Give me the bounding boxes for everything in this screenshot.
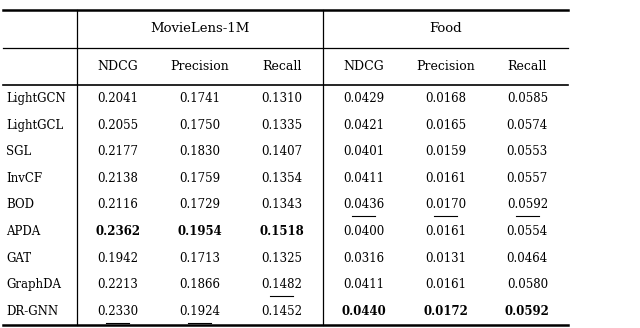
Text: 0.1750: 0.1750	[179, 119, 220, 132]
Text: 0.1924: 0.1924	[179, 305, 220, 318]
Text: 0.0159: 0.0159	[425, 145, 466, 158]
Text: Recall: Recall	[262, 60, 301, 73]
Text: GraphDA: GraphDA	[6, 278, 61, 291]
Text: LightGCN: LightGCN	[6, 92, 66, 105]
Text: 0.2177: 0.2177	[97, 145, 138, 158]
Text: 0.2116: 0.2116	[97, 198, 138, 212]
Text: NDCG: NDCG	[343, 60, 384, 73]
Text: 0.2362: 0.2362	[95, 225, 140, 238]
Text: InvCF: InvCF	[6, 172, 42, 185]
Text: LightGCL: LightGCL	[6, 119, 63, 132]
Text: 0.0553: 0.0553	[507, 145, 548, 158]
Text: 0.0592: 0.0592	[507, 198, 548, 212]
Text: Recall: Recall	[508, 60, 547, 73]
Text: 0.1866: 0.1866	[179, 278, 220, 291]
Text: 0.1759: 0.1759	[179, 172, 220, 185]
Text: 0.1335: 0.1335	[261, 119, 302, 132]
Text: 0.2055: 0.2055	[97, 119, 138, 132]
Text: 0.0585: 0.0585	[507, 92, 548, 105]
Text: 0.0165: 0.0165	[425, 119, 466, 132]
Text: 0.1310: 0.1310	[261, 92, 302, 105]
Text: 0.0557: 0.0557	[507, 172, 548, 185]
Text: 0.0411: 0.0411	[343, 278, 384, 291]
Text: 0.0170: 0.0170	[425, 198, 466, 212]
Text: 0.0161: 0.0161	[425, 225, 466, 238]
Text: 0.2213: 0.2213	[97, 278, 138, 291]
Text: 0.1325: 0.1325	[261, 252, 302, 265]
Text: SGL: SGL	[6, 145, 31, 158]
Text: DR-GNN: DR-GNN	[6, 305, 58, 318]
Text: 0.0131: 0.0131	[425, 252, 466, 265]
Text: 0.1713: 0.1713	[179, 252, 220, 265]
Text: 0.1830: 0.1830	[179, 145, 220, 158]
Text: 0.0440: 0.0440	[341, 305, 386, 318]
Text: 0.2041: 0.2041	[97, 92, 138, 105]
Text: 0.0411: 0.0411	[343, 172, 384, 185]
Text: APDA: APDA	[6, 225, 41, 238]
Text: 0.0316: 0.0316	[343, 252, 384, 265]
Text: 0.1452: 0.1452	[261, 305, 302, 318]
Text: 0.0592: 0.0592	[505, 305, 550, 318]
Text: 0.2330: 0.2330	[97, 305, 138, 318]
Text: 0.1343: 0.1343	[261, 198, 302, 212]
Text: 0.1482: 0.1482	[261, 278, 302, 291]
Text: Precision: Precision	[416, 60, 475, 73]
Text: 0.1518: 0.1518	[259, 225, 304, 238]
Text: 0.1942: 0.1942	[97, 252, 138, 265]
Text: 0.0168: 0.0168	[425, 92, 466, 105]
Text: MovieLens-1M: MovieLens-1M	[150, 22, 250, 35]
Text: 0.0464: 0.0464	[507, 252, 548, 265]
Text: 0.1407: 0.1407	[261, 145, 302, 158]
Text: 0.0574: 0.0574	[507, 119, 548, 132]
Text: 0.0554: 0.0554	[507, 225, 548, 238]
Text: 0.2138: 0.2138	[97, 172, 138, 185]
Text: Food: Food	[429, 22, 461, 35]
Text: 0.1729: 0.1729	[179, 198, 220, 212]
Text: 0.0161: 0.0161	[425, 278, 466, 291]
Text: 0.0161: 0.0161	[425, 172, 466, 185]
Text: NDCG: NDCG	[97, 60, 138, 73]
Text: 0.1954: 0.1954	[177, 225, 222, 238]
Text: 0.1741: 0.1741	[179, 92, 220, 105]
Text: BOD: BOD	[6, 198, 35, 212]
Text: Precision: Precision	[170, 60, 229, 73]
Text: 0.1354: 0.1354	[261, 172, 302, 185]
Text: GAT: GAT	[6, 252, 31, 265]
Text: 0.0400: 0.0400	[343, 225, 384, 238]
Text: 0.0436: 0.0436	[343, 198, 384, 212]
Text: 0.0421: 0.0421	[343, 119, 384, 132]
Text: 0.0401: 0.0401	[343, 145, 384, 158]
Text: 0.0172: 0.0172	[423, 305, 468, 318]
Text: 0.0580: 0.0580	[507, 278, 548, 291]
Text: 0.0429: 0.0429	[343, 92, 384, 105]
